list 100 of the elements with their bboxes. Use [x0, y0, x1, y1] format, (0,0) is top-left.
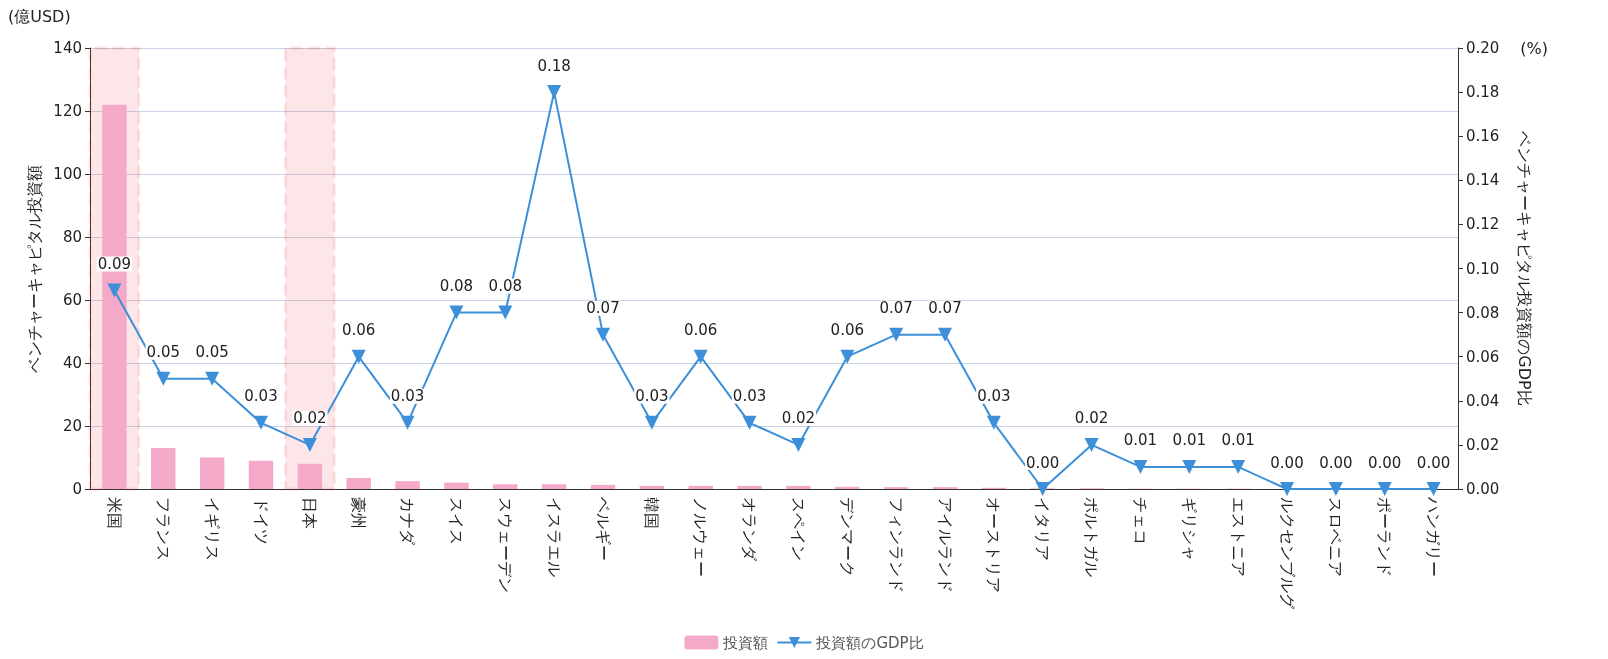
- point: [302, 437, 317, 452]
- text: (%): [1520, 38, 1548, 58]
- bar: [590, 484, 616, 489]
- point: [547, 85, 562, 100]
- bar: [639, 485, 665, 489]
- bar: [248, 460, 274, 489]
- legend-label: 投資額のGDP比: [815, 633, 924, 652]
- bar: [835, 486, 860, 489]
- y2-tick-label: 0.20: [1466, 39, 1500, 57]
- x-tick-label: ポルトガル: [1082, 497, 1102, 577]
- y-tick-label: 60: [62, 291, 82, 309]
- point: [1035, 482, 1050, 496]
- point: [840, 349, 855, 364]
- point: [938, 327, 952, 342]
- point: [1328, 482, 1343, 496]
- x-tick-label: カナダ: [398, 497, 418, 546]
- data-label: 0.09: [97, 255, 132, 274]
- x-tick-label: チェコ: [1130, 497, 1150, 545]
- y-axis-title: ベンチャーキャピタル投資額: [24, 164, 44, 373]
- data-label: 0.06: [684, 321, 718, 340]
- point: [596, 327, 610, 342]
- y-tick-label: 140: [53, 39, 82, 57]
- bar: [395, 481, 420, 489]
- point: [1377, 482, 1392, 496]
- data-label: 0.02: [293, 409, 327, 428]
- x-tick-label: ベルギー: [593, 497, 613, 561]
- point: [1280, 482, 1294, 496]
- x-tick-label: 米国: [104, 497, 124, 529]
- data-label: 0.08: [488, 277, 522, 296]
- x-tick-label: ノルウェー: [691, 497, 711, 577]
- x-tick-label: ルクセンブルグ: [1277, 497, 1297, 610]
- bar: [541, 484, 567, 489]
- bar: [151, 448, 176, 489]
- data-label: 0.07: [928, 299, 962, 318]
- bar: [199, 457, 225, 489]
- x-tick-label: スウェーデン: [495, 497, 515, 593]
- point: [889, 327, 904, 342]
- x-tick-label: 豪州: [349, 497, 369, 529]
- data-label: 0.06: [830, 321, 864, 340]
- data-label: 0.00: [1026, 453, 1060, 472]
- data-label: 0.18: [537, 56, 571, 75]
- point: [1426, 482, 1441, 496]
- y2-tick-label: 0.02: [1466, 435, 1500, 454]
- data-label: 0.01: [1172, 431, 1206, 450]
- y-tick-label: 20: [62, 417, 82, 435]
- y2-axis-title: ベンチャーキャピタル投資額のGDP比: [1514, 131, 1534, 406]
- data-label: 0.05: [146, 343, 180, 362]
- point: [351, 349, 366, 364]
- bar: [737, 485, 762, 489]
- x-tick-label: ギリシャ: [1179, 497, 1199, 561]
- data-label: 0.00: [1270, 453, 1304, 472]
- y2-tick-label: 0.00: [1466, 480, 1500, 498]
- point: [1133, 459, 1148, 474]
- bar: [444, 482, 469, 489]
- x-tick-label: スロベニア: [1326, 497, 1346, 577]
- legend-label: 投資額: [722, 633, 769, 652]
- y2-tick-label: 0.12: [1466, 215, 1500, 234]
- point: [1084, 437, 1099, 452]
- text: (億USD): [8, 6, 71, 26]
- x-tick-label: オランダ: [740, 497, 760, 562]
- x-tick-label: フィンランド: [886, 497, 906, 593]
- point: [791, 437, 806, 452]
- data-label: 0.07: [586, 299, 620, 318]
- x-tick-label: エストニア: [1228, 497, 1248, 577]
- data-label: 0.08: [439, 277, 474, 296]
- data-label: 0.03: [732, 387, 767, 406]
- data-label: 0.03: [635, 387, 669, 406]
- y-tick-label: 120: [53, 102, 82, 120]
- x-tick-label: イスラエル: [544, 497, 564, 577]
- data-label: 0.00: [1319, 453, 1353, 472]
- bar: [297, 463, 323, 489]
- point: [498, 305, 513, 320]
- data-label: 0.00: [1368, 453, 1402, 472]
- data-label: 0.03: [977, 387, 1011, 406]
- x-tick-label: イギリス: [202, 497, 222, 561]
- point: [156, 371, 171, 386]
- data-label: 0.07: [879, 299, 913, 318]
- x-tick-label: 韓国: [642, 497, 662, 529]
- x-tick-label: ポーランド: [1375, 497, 1395, 577]
- data-label: 0.02: [781, 409, 816, 428]
- point: [107, 283, 122, 298]
- x-tick-label: ドイツ: [251, 497, 271, 545]
- x-tick-label: スイス: [446, 497, 466, 545]
- point: [693, 349, 708, 364]
- data-label: 0.06: [342, 321, 376, 340]
- point: [986, 415, 1001, 430]
- y-tick-label: 80: [62, 228, 82, 246]
- x-tick-label: 日本: [300, 497, 320, 529]
- x-tick-label: スペイン: [788, 497, 808, 561]
- y2-tick-label: 0.16: [1466, 127, 1500, 146]
- x-tick-label: オーストリア: [984, 497, 1004, 593]
- data-label: 0.01: [1123, 431, 1158, 450]
- point: [254, 415, 268, 430]
- y-tick-label: 40: [62, 354, 82, 372]
- x-tick-label: イタリア: [1033, 497, 1053, 561]
- point: [205, 371, 220, 386]
- x-tick-label: フランス: [153, 497, 173, 561]
- data-label: 0.03: [390, 387, 425, 406]
- bar: [786, 485, 811, 489]
- bar: [493, 484, 518, 489]
